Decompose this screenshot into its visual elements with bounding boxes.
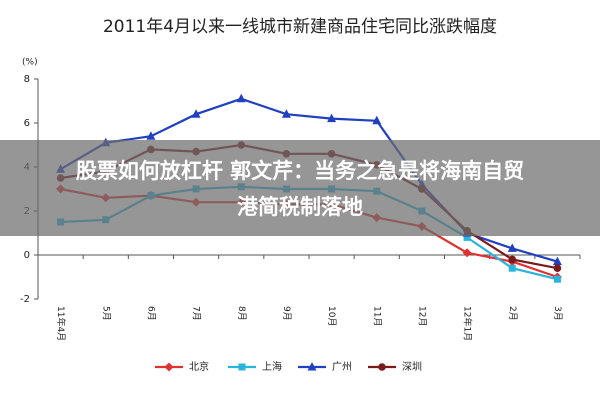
overlay-banner — [0, 140, 600, 236]
data-point — [462, 248, 472, 258]
overlay-headline: 股票如何放杠杆 郭文芹：当务之急是将海南自贸 — [76, 159, 524, 183]
data-point — [553, 275, 561, 283]
legend-label: 广州 — [332, 361, 352, 373]
data-point — [191, 109, 201, 118]
data-point — [146, 131, 156, 140]
y-tick-label: 0 — [24, 250, 30, 261]
x-tick-label: 8月 — [236, 306, 247, 321]
y-tick-label: 6 — [24, 118, 30, 129]
y-tick-label: -2 — [20, 294, 30, 305]
x-tick-label: 2月 — [507, 306, 518, 321]
legend-marker — [378, 363, 386, 371]
legend-label: 北京 — [189, 360, 209, 373]
data-point — [281, 109, 291, 118]
x-tick-label: 11年4月 — [55, 306, 67, 341]
x-tick-label: 12年1月 — [462, 306, 474, 341]
data-point — [463, 233, 471, 241]
data-point — [236, 93, 246, 103]
data-point — [507, 243, 517, 252]
x-tick-label: 10月 — [326, 306, 337, 326]
x-tick-label: 5月 — [100, 306, 111, 321]
data-point — [553, 264, 562, 273]
x-tick-label: 6月 — [145, 306, 156, 321]
legend-marker — [307, 362, 317, 371]
x-tick-label: 3月 — [552, 306, 563, 321]
y-tick-label: 8 — [24, 74, 30, 85]
legend-marker — [238, 363, 246, 371]
chart-title: 2011年4月以来一线城市新建商品住宅同比涨跌幅度 — [103, 17, 497, 37]
data-point — [327, 113, 337, 123]
x-tick-label: 12月 — [416, 306, 427, 326]
data-point — [508, 255, 517, 264]
data-point — [552, 256, 562, 266]
x-tick-label: 11月 — [371, 306, 382, 326]
overlay-headline: 港简税制落地 — [237, 195, 363, 219]
x-tick-label: 9月 — [281, 306, 292, 321]
legend-marker — [164, 362, 174, 372]
y-axis-label: (%) — [22, 58, 38, 68]
data-point — [508, 264, 516, 272]
data-point — [372, 115, 382, 125]
legend-label: 深圳 — [402, 361, 422, 373]
x-tick-label: 7月 — [191, 306, 202, 321]
legend-label: 上海 — [262, 360, 282, 373]
